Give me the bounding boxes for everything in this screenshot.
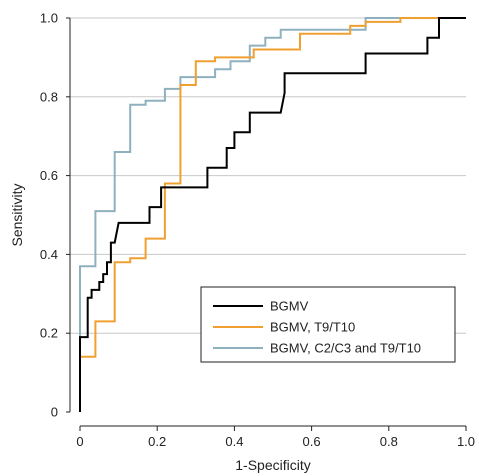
y-tick-label: 0 <box>51 405 58 420</box>
series-line-0 <box>79 17 466 412</box>
legend-box <box>200 286 456 363</box>
x-tick-label: 0.6 <box>303 434 321 449</box>
y-axis-title: Sensitivity <box>9 183 25 246</box>
series-line-1 <box>79 17 466 412</box>
tick-marks <box>66 17 467 431</box>
legend-label: BGMV, C2/C3 and T9/T10 <box>270 341 421 356</box>
x-tick-label: 0 <box>76 434 83 449</box>
legend-label: BGMV, T9/T10 <box>270 320 355 335</box>
legend: BGMV BGMV, T9/T10 BGMV, C2/C3 and T9/T10 <box>200 286 456 363</box>
x-tick-label: 0.2 <box>148 434 166 449</box>
series-line-2 <box>79 17 466 412</box>
legend-label: BGMV <box>270 299 309 314</box>
series-lines <box>79 17 466 412</box>
x-tick-label: 0.8 <box>380 434 398 449</box>
y-tick-label: 1.0 <box>40 11 58 26</box>
gridlines <box>70 17 466 334</box>
x-axis-title: 1-Specificity <box>235 457 310 473</box>
x-tick-label: 0.4 <box>225 434 243 449</box>
y-tick-label: 0.2 <box>40 326 58 341</box>
axes <box>69 18 466 427</box>
legend-items: BGMV BGMV, T9/T10 BGMV, C2/C3 and T9/T10 <box>213 299 421 356</box>
y-tick-label: 0.4 <box>40 247 58 262</box>
y-tick-label: 0.6 <box>40 168 58 183</box>
y-tick-label: 0.8 <box>40 89 58 104</box>
x-tick-label: 1.0 <box>457 434 475 449</box>
